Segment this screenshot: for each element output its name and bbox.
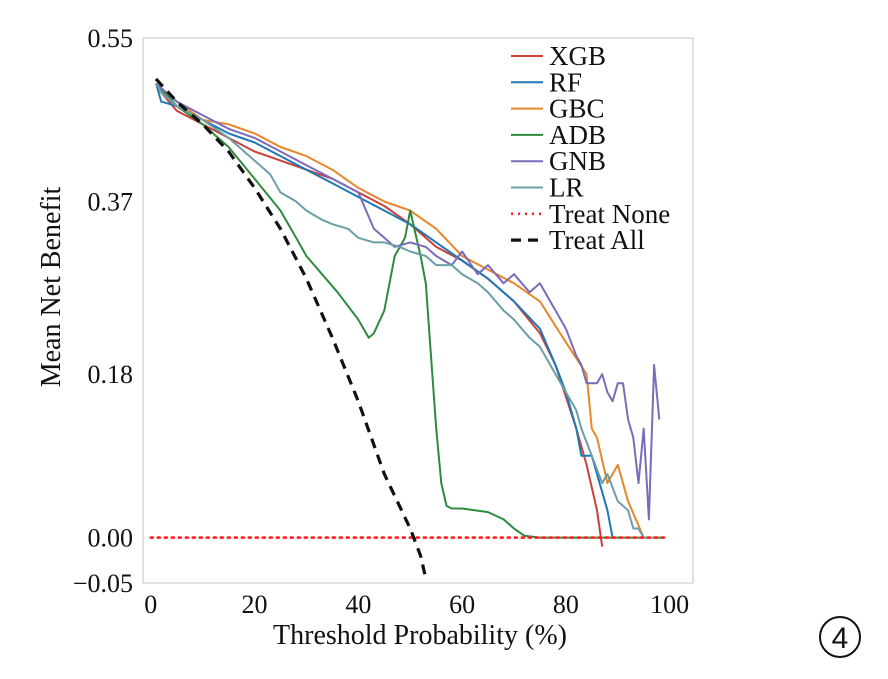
plot-area bbox=[142, 37, 694, 584]
y-tick-label: 0.37 bbox=[88, 188, 134, 217]
series-line-rf bbox=[155, 83, 614, 538]
legend-label: Treat All bbox=[549, 225, 645, 255]
legend-label: Treat None bbox=[549, 199, 670, 229]
y-tick-label: 0.55 bbox=[88, 24, 134, 53]
legend-label: GBC bbox=[549, 94, 605, 124]
plot-border bbox=[142, 37, 694, 584]
x-axis-label: Threshold Probability (%) bbox=[273, 620, 567, 651]
series-line-xgb bbox=[155, 82, 604, 547]
y-tick-label: −0.05 bbox=[73, 569, 133, 598]
series-line-adb bbox=[155, 82, 665, 539]
x-tick-label: 60 bbox=[449, 590, 475, 619]
legend-label: ADB bbox=[549, 120, 606, 150]
x-axis-ticks: 0 20 40 60 80 100 bbox=[144, 590, 689, 619]
y-tick-label: 0.18 bbox=[88, 360, 134, 389]
x-tick-label: 80 bbox=[553, 590, 579, 619]
x-tick-label: 0 bbox=[144, 590, 157, 619]
legend-label: RF bbox=[549, 67, 582, 97]
figure-number-badge: 4 bbox=[819, 616, 861, 658]
series-line-lr bbox=[155, 82, 655, 539]
x-tick-label: 100 bbox=[650, 590, 689, 619]
legend-label: GNB bbox=[549, 146, 606, 176]
series-layer bbox=[149, 77, 666, 579]
y-axis-label: Mean Net Benefit bbox=[36, 186, 67, 387]
legend-label: LR bbox=[549, 173, 584, 203]
series-line-treat-all bbox=[154, 77, 428, 579]
x-tick-label: 40 bbox=[345, 590, 371, 619]
y-tick-label: 0.00 bbox=[88, 524, 134, 553]
series-line-gbc bbox=[155, 82, 645, 538]
figure-number-label: 4 bbox=[832, 622, 849, 655]
y-axis-ticks: 0.55 0.37 0.18 0.00 −0.05 bbox=[73, 24, 133, 598]
legend-label: XGB bbox=[549, 41, 606, 71]
x-tick-label: 20 bbox=[242, 590, 268, 619]
series-line-gnb bbox=[155, 82, 661, 521]
